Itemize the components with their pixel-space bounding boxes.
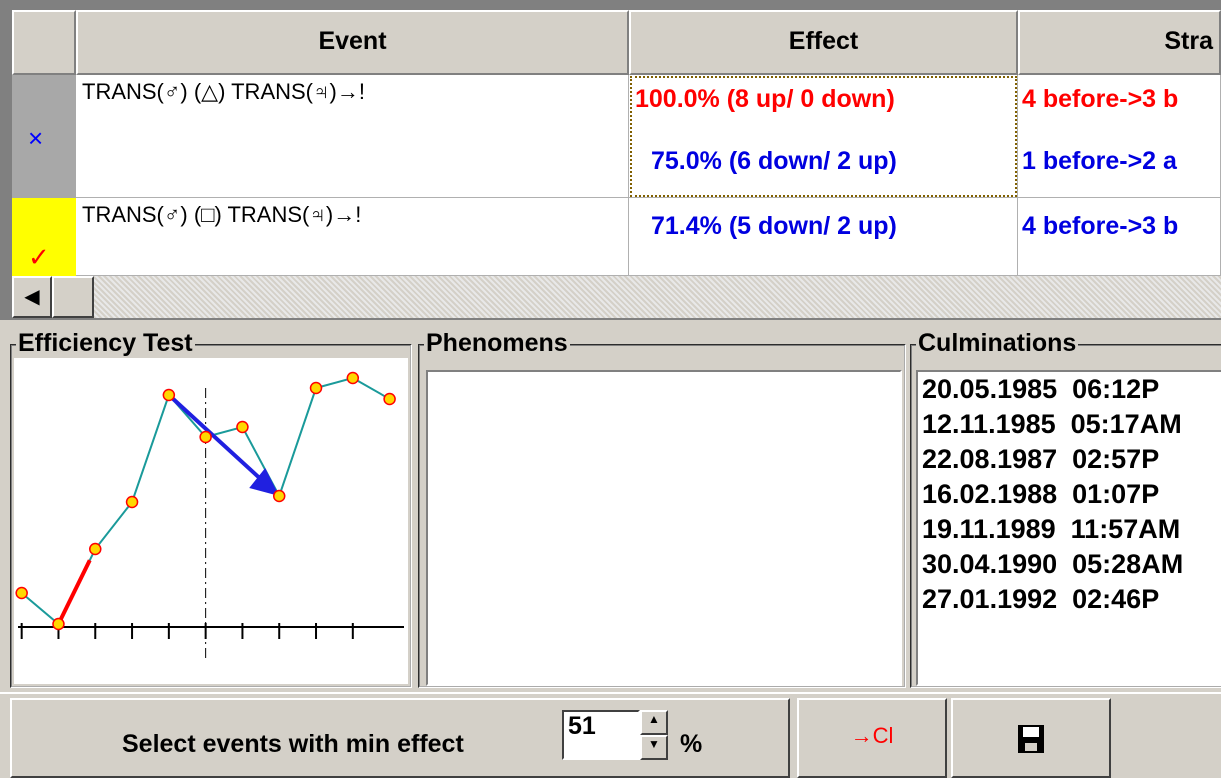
culmination-item[interactable]: 16.02.1988 01:07P bbox=[922, 479, 1160, 509]
cl-button[interactable]: →Cl bbox=[797, 698, 947, 778]
spin-up[interactable]: ▲ bbox=[640, 710, 668, 735]
min-effect-input[interactable]: 51 bbox=[562, 710, 640, 760]
event-cell[interactable]: TRANS(♂) (□) TRANS(♃)→! bbox=[76, 198, 629, 276]
point bbox=[89, 542, 102, 556]
point bbox=[15, 586, 28, 600]
row-marker[interactable]: × bbox=[12, 75, 76, 198]
efficiency-group: Efficiency Test bbox=[10, 329, 412, 688]
phenomens-list[interactable] bbox=[426, 370, 902, 686]
point bbox=[162, 388, 176, 402]
point bbox=[52, 617, 65, 631]
arrow-head bbox=[249, 468, 280, 496]
corner-header bbox=[12, 10, 76, 75]
min-effect-label: Select events with min effect bbox=[122, 730, 464, 758]
save-button[interactable] bbox=[951, 698, 1111, 778]
effect-text: 71.4% (5 down/ 2 up) bbox=[651, 212, 897, 240]
strategy-text: 1 before->2 a bbox=[1022, 147, 1177, 175]
plot-bg bbox=[14, 358, 408, 684]
effect-cell[interactable]: 71.4% (5 down/ 2 up) bbox=[629, 198, 1018, 276]
group-title: Culminations bbox=[916, 329, 1079, 358]
chart bbox=[14, 358, 408, 684]
effect-text: 100.0% (8 up/ 0 down) bbox=[635, 85, 895, 113]
effect-text: 75.0% (6 down/ 2 up) bbox=[651, 147, 897, 175]
header-strategy[interactable]: Stra bbox=[1018, 10, 1221, 75]
save-icon bbox=[1018, 725, 1044, 753]
point bbox=[199, 430, 212, 444]
strategy-cell[interactable]: 4 before->3 b bbox=[1018, 198, 1221, 276]
scroll-thumb[interactable] bbox=[52, 276, 94, 318]
footer: Select events with min effect 51 ▲ ▼ % →… bbox=[0, 692, 1221, 778]
culmination-item[interactable]: 27.01.1992 02:46P bbox=[922, 584, 1160, 614]
row-marker[interactable]: ✓ bbox=[12, 198, 76, 276]
strategy-text: 4 before->3 b bbox=[1022, 85, 1179, 113]
group-title: Phenomens bbox=[424, 329, 570, 358]
scroll-left[interactable]: ◀ bbox=[12, 276, 52, 318]
point bbox=[125, 495, 139, 509]
point bbox=[272, 489, 286, 503]
point bbox=[309, 381, 323, 395]
effect-cell[interactable]: 100.0% (8 up/ 0 down) 75.0% (6 down/ 2 u… bbox=[629, 75, 1018, 198]
header-event[interactable]: Event bbox=[76, 10, 629, 75]
point bbox=[346, 371, 360, 385]
unit: % bbox=[680, 730, 703, 758]
strategy-text: 4 before->3 b bbox=[1022, 212, 1179, 240]
point bbox=[236, 420, 249, 434]
point bbox=[383, 392, 396, 406]
phenomens-group: Phenomens bbox=[418, 329, 906, 688]
horizontal-scrollbar[interactable]: ◀ bbox=[12, 276, 1221, 318]
culmination-item[interactable]: 22.08.1987 02:57P bbox=[922, 444, 1160, 474]
event-cell[interactable]: TRANS(♂) (△) TRANS(♃)→! bbox=[76, 75, 629, 198]
strategy-cell[interactable]: 4 before->3 b 1 before->2 a bbox=[1018, 75, 1221, 198]
culmination-item[interactable]: 12.11.1985 05:17AM bbox=[922, 409, 1182, 439]
culmination-item[interactable]: 30.04.1990 05:28AM bbox=[922, 549, 1184, 579]
culmination-item[interactable]: 19.11.1989 11:57AM bbox=[922, 514, 1181, 544]
spin-down[interactable]: ▼ bbox=[640, 735, 668, 760]
culminations-list[interactable]: 20.05.1985 06:12P 12.11.1985 05:17AM 22.08… bbox=[916, 370, 1221, 686]
culminations-group: Culminations 20.05.1985 06:12P 12.11.1985… bbox=[910, 329, 1221, 688]
trend-arrow bbox=[56, 559, 92, 625]
group-title: Efficiency Test bbox=[16, 329, 195, 358]
culmination-item[interactable]: 20.05.1985 06:12P bbox=[922, 374, 1160, 404]
header-effect[interactable]: Effect bbox=[629, 10, 1018, 75]
